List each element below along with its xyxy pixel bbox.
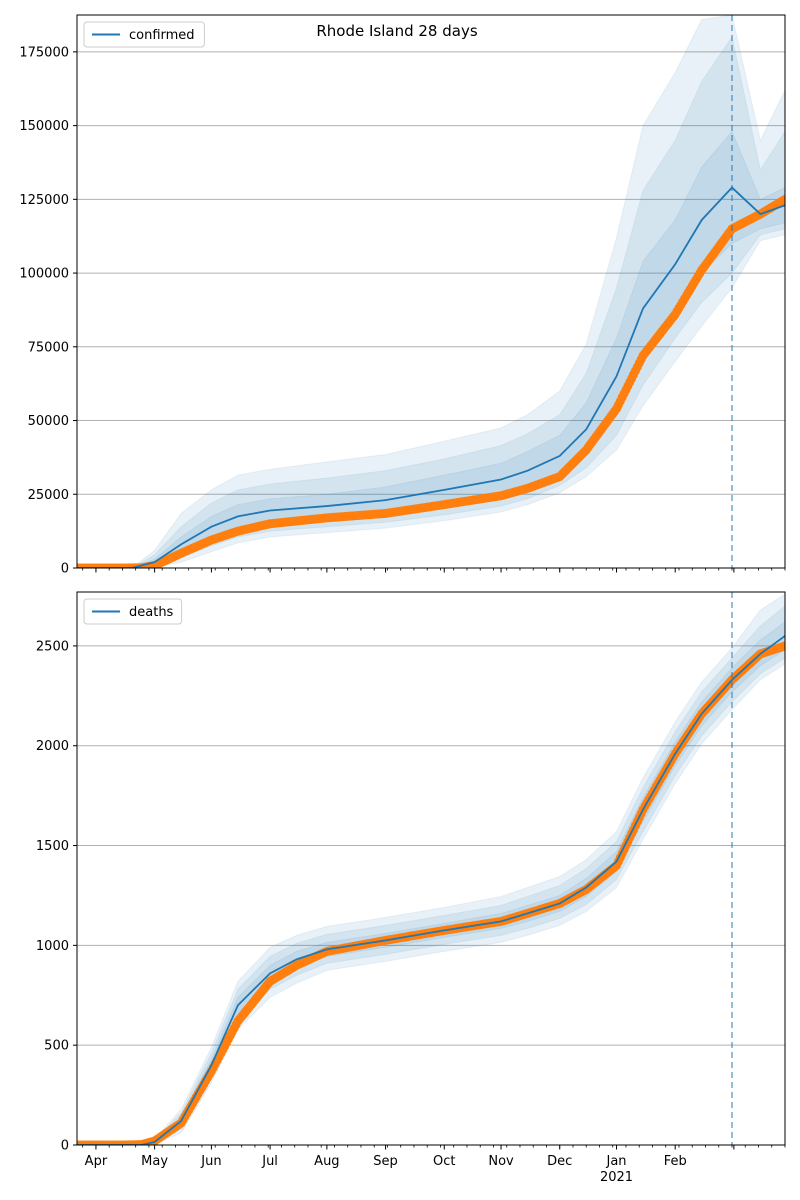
y-tick-label: 150000 (19, 119, 69, 134)
legend-box (83, 21, 205, 48)
chart-title: Rhode Island 28 days (316, 22, 477, 40)
x-tick-label: Nov (488, 1154, 514, 1169)
x-tick-label: Dec (547, 1154, 572, 1169)
legend: confirmed (83, 21, 205, 48)
y-tick-label: 0 (61, 1139, 69, 1154)
x-tick-label: Jan (605, 1154, 626, 1169)
observed-points (77, 194, 785, 568)
y-tick-label: 2000 (36, 739, 69, 754)
plot-area (77, 15, 785, 568)
x-tick-label: Jul (261, 1154, 278, 1169)
y-tick-label: 125000 (19, 193, 69, 208)
y-tick-label: 1500 (36, 839, 69, 854)
x-tick-label: Apr (85, 1154, 108, 1169)
plot-frame (76, 591, 786, 1146)
observed-point (780, 641, 785, 651)
deaths-panel: 0 500 1000 1500 2000 2500 Apr May Jun Jul Aug Sep Oc… (36, 591, 786, 1185)
legend-box (83, 598, 183, 625)
legend-label: deaths (129, 605, 174, 620)
uncertainty-band (77, 15, 785, 568)
x-tick-label: Sep (373, 1154, 398, 1169)
y-tick-label: 100000 (19, 267, 69, 282)
legend-label: confirmed (129, 28, 195, 43)
y-tick-label: 175000 (19, 45, 69, 60)
model-line (77, 635, 785, 1145)
y-tick-label: 2500 (36, 639, 69, 654)
x-tick-label: Oct (433, 1154, 455, 1169)
confirmed-panel: 0 25000 50000 75000 100000 125000 150000 175000… (19, 14, 786, 577)
x-tick-label: May (141, 1154, 168, 1169)
uncertainty-band (77, 605, 785, 1145)
uncertainty-band (77, 621, 785, 1145)
uncertainty-band (77, 593, 785, 1145)
x-tick-label: 2021 (600, 1170, 633, 1185)
y-tick-label: 25000 (28, 488, 69, 503)
plot-area (77, 593, 785, 1145)
uncertainty-band (77, 35, 785, 568)
y-tick-label: 50000 (28, 414, 69, 429)
y-tick-label: 0 (61, 562, 69, 577)
y-tick-label: 75000 (28, 340, 69, 355)
model-line (77, 186, 785, 568)
plot-frame (76, 14, 786, 569)
y-tick-label: 500 (44, 1039, 69, 1054)
x-tick-label: Feb (664, 1154, 687, 1169)
x-tick-label: Aug (314, 1154, 339, 1169)
y-tick-label: 1000 (36, 939, 69, 954)
observed-point (780, 194, 785, 204)
legend: deaths (83, 598, 183, 625)
x-tick-label: Jun (200, 1154, 221, 1169)
